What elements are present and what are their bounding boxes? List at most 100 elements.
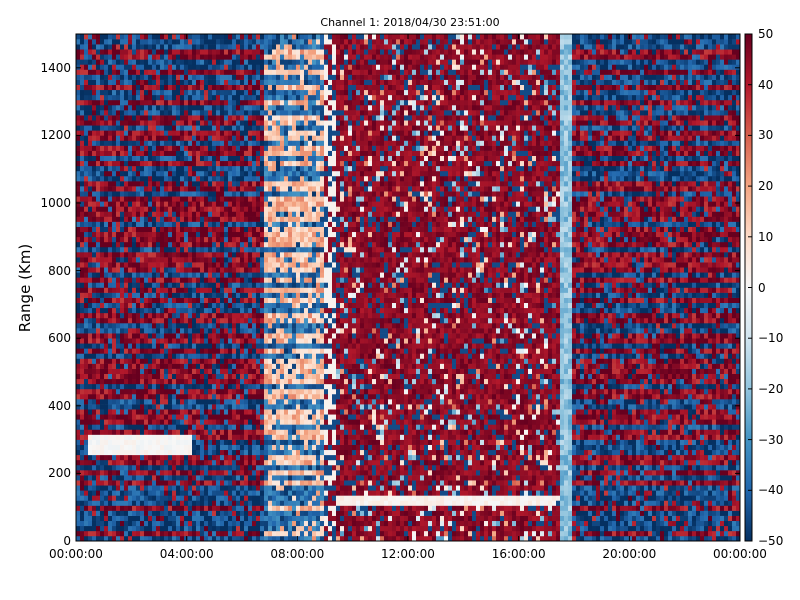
heatmap-cell bbox=[260, 287, 265, 293]
heatmap-cell bbox=[148, 393, 153, 400]
heatmap-cell bbox=[116, 292, 121, 298]
heatmap-cell bbox=[224, 495, 229, 501]
heatmap-cell bbox=[264, 535, 269, 542]
heatmap-cell bbox=[92, 307, 97, 314]
heatmap-cell bbox=[120, 525, 125, 532]
heatmap-cell bbox=[100, 49, 105, 55]
heatmap-cell bbox=[192, 399, 197, 405]
heatmap-cell bbox=[132, 429, 137, 435]
heatmap-cell bbox=[84, 84, 89, 91]
heatmap-cell bbox=[92, 525, 97, 532]
heatmap-cell bbox=[144, 378, 149, 385]
heatmap-cell bbox=[152, 115, 157, 121]
heatmap-cell bbox=[144, 74, 149, 80]
heatmap-cell bbox=[168, 404, 173, 410]
heatmap-cell bbox=[76, 165, 81, 172]
heatmap-cell bbox=[268, 120, 273, 126]
heatmap-cell bbox=[112, 99, 117, 106]
heatmap-cell bbox=[80, 378, 85, 385]
heatmap-cell bbox=[144, 515, 149, 522]
heatmap-cell bbox=[144, 454, 149, 461]
heatmap-cell bbox=[104, 404, 109, 410]
heatmap-cell bbox=[152, 530, 157, 537]
heatmap-cell bbox=[252, 262, 257, 268]
heatmap-cell bbox=[144, 277, 149, 283]
heatmap-cell bbox=[176, 125, 181, 131]
heatmap-cell bbox=[132, 277, 137, 283]
heatmap-cell bbox=[128, 363, 133, 369]
heatmap-cell bbox=[216, 470, 221, 476]
heatmap-cell bbox=[232, 221, 237, 227]
heatmap-cell bbox=[264, 236, 269, 243]
heatmap-cell bbox=[128, 404, 133, 410]
heatmap-cell bbox=[188, 409, 193, 415]
heatmap-cell bbox=[204, 130, 209, 136]
heatmap-cell bbox=[84, 419, 89, 425]
heatmap-cell bbox=[136, 145, 141, 151]
heatmap-cell bbox=[220, 515, 225, 522]
heatmap-cell bbox=[240, 338, 245, 344]
heatmap-cell bbox=[128, 69, 133, 75]
heatmap-cell bbox=[192, 297, 197, 304]
heatmap-cell bbox=[252, 480, 257, 486]
heatmap-cell bbox=[160, 44, 165, 50]
heatmap-cell bbox=[216, 39, 221, 45]
heatmap-cell bbox=[124, 302, 129, 309]
heatmap-cell bbox=[128, 54, 133, 60]
heatmap-cell bbox=[156, 130, 161, 136]
heatmap-cell bbox=[140, 520, 145, 527]
heatmap-cell bbox=[200, 99, 205, 106]
heatmap-cell bbox=[192, 490, 197, 496]
heatmap-cell bbox=[256, 348, 261, 354]
heatmap-cell bbox=[228, 434, 233, 440]
heatmap-cell bbox=[224, 459, 229, 466]
heatmap-cell bbox=[116, 525, 121, 532]
heatmap-cell bbox=[132, 520, 137, 527]
heatmap-cell bbox=[164, 110, 169, 116]
heatmap-cell bbox=[140, 160, 145, 167]
heatmap-cell bbox=[92, 39, 97, 45]
heatmap-cell bbox=[268, 480, 273, 486]
heatmap-cell bbox=[212, 475, 217, 481]
heatmap-cell bbox=[172, 449, 177, 456]
heatmap-cell bbox=[252, 322, 257, 329]
heatmap-cell bbox=[256, 287, 261, 293]
heatmap-cell bbox=[76, 510, 81, 516]
heatmap-cell bbox=[208, 459, 213, 466]
heatmap-cell bbox=[164, 515, 169, 522]
heatmap-cell bbox=[104, 373, 109, 380]
heatmap-cell bbox=[224, 54, 229, 60]
heatmap-cell bbox=[92, 464, 97, 471]
heatmap-cell bbox=[152, 424, 157, 430]
heatmap-cell bbox=[272, 439, 277, 445]
heatmap-cell bbox=[164, 464, 169, 471]
heatmap-cell bbox=[260, 236, 265, 243]
heatmap-cell bbox=[208, 388, 213, 395]
heatmap-cell bbox=[84, 175, 89, 182]
heatmap-cell bbox=[144, 44, 149, 50]
heatmap-cell bbox=[156, 383, 161, 390]
heatmap-cell bbox=[116, 409, 121, 415]
heatmap-cell bbox=[116, 140, 121, 146]
heatmap-cell bbox=[216, 475, 221, 481]
heatmap-cell bbox=[172, 373, 177, 380]
heatmap-cell bbox=[164, 535, 169, 542]
heatmap-cell bbox=[256, 312, 261, 319]
heatmap-cell bbox=[152, 181, 157, 187]
heatmap-cell bbox=[76, 282, 81, 288]
heatmap-cell bbox=[268, 515, 273, 522]
heatmap-cell bbox=[232, 399, 237, 405]
heatmap-cell bbox=[252, 74, 257, 80]
heatmap-cell bbox=[84, 495, 89, 501]
heatmap-cell bbox=[220, 495, 225, 501]
heatmap-cell bbox=[228, 464, 233, 471]
heatmap-cell bbox=[80, 373, 85, 380]
heatmap-cell bbox=[228, 181, 233, 187]
heatmap-cell bbox=[176, 322, 181, 329]
heatmap-cell bbox=[96, 475, 101, 481]
heatmap-cell bbox=[228, 328, 233, 334]
heatmap-cell bbox=[216, 277, 221, 283]
heatmap-cell bbox=[76, 34, 81, 40]
heatmap-cell bbox=[232, 358, 237, 364]
heatmap-cell bbox=[108, 343, 113, 349]
